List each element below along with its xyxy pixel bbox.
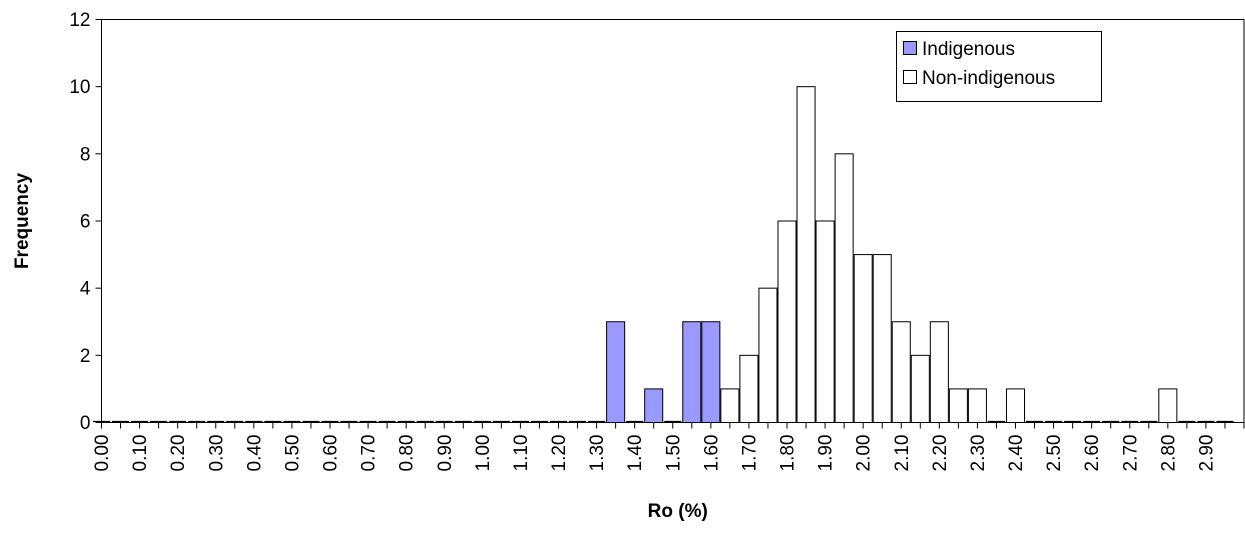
bar-non-indigenous-9 [891,321,911,423]
x-tick-label: 0.80 [397,435,418,472]
x-tick-label: 0.00 [92,435,113,472]
x-tick-label: 2.70 [1120,435,1141,472]
x-tick-label: 1.70 [739,435,760,472]
y-tick-label: 2 [80,346,91,367]
bar-non-indigenous-15 [1158,388,1178,423]
y-tick-label: 6 [80,212,91,233]
legend: Indigenous Non-indigenous [896,31,1102,102]
x-tick-label: 0.30 [206,435,227,472]
bar-non-indigenous-6 [834,153,854,423]
x-tick-label: 2.40 [1006,435,1027,472]
bar-non-indigenous-11 [929,321,949,423]
x-tick-label: 0.50 [282,435,303,472]
x-axis-title: Ro (%) [648,501,708,522]
bars-layer [92,86,1234,424]
x-tick-label: 0.60 [321,435,342,472]
x-tick-label: 1.00 [473,435,494,472]
bar-indigenous-3 [701,321,721,423]
x-tick-label: 2.80 [1158,435,1179,472]
x-tick-label: 0.40 [244,435,265,472]
y-axis-title: Frequency [12,173,33,270]
x-tick-label: 2.60 [1082,435,1103,472]
x-tick-label: 2.10 [892,435,913,472]
bar-indigenous-2 [682,321,702,423]
x-tick-label: 1.50 [663,435,684,472]
bar-non-indigenous-1 [739,354,759,424]
y-tick-label: 12 [69,10,90,31]
y-tick-label: 8 [80,144,91,165]
x-tick-label: 2.50 [1044,435,1065,472]
x-tick-label: 1.90 [816,435,837,472]
x-tick-label: 2.90 [1196,435,1217,472]
bar-non-indigenous-13 [967,388,987,423]
labels-layer: 0 2 4 6 8 10 12 0.00 0.10 0.20 0.30 0.40 0.50 0.60 0.7… [12,10,1217,522]
x-tick-label: 1.60 [701,435,722,472]
x-tick-label: 1.20 [549,435,570,472]
bar-indigenous-0 [606,321,626,423]
bar-non-indigenous-10 [910,354,930,424]
legend-swatch-non-indigenous [903,70,917,84]
x-tick-label: 0.70 [359,435,380,472]
bar-non-indigenous-2 [758,287,778,423]
legend-label-indigenous: Indigenous [922,39,1015,60]
x-tick-label: 1.10 [511,435,532,472]
bar-non-indigenous-4 [796,86,816,424]
bar-non-indigenous-0 [720,388,740,423]
x-tick-label: 1.80 [778,435,799,472]
y-tick-label: 4 [80,279,91,300]
bar-non-indigenous-14 [1005,388,1026,423]
bar-non-indigenous-5 [815,220,835,423]
bar-non-indigenous-3 [777,220,797,423]
legend-swatch-indigenous [903,41,917,55]
x-tick-label: 0.20 [168,435,189,472]
x-tick-label: 2.30 [968,435,989,472]
y-tick-label: 0 [80,413,91,434]
x-tick-label: 0.90 [435,435,456,472]
legend-label-non-indigenous: Non-indigenous [922,68,1055,89]
x-tick-label: 1.30 [587,435,608,472]
legend-box [896,31,1102,102]
bar-non-indigenous-12 [948,388,968,423]
x-tick-label: 2.00 [854,435,875,472]
bar-non-indigenous-8 [872,254,892,423]
y-tick-label: 10 [69,77,90,98]
axes-layer [95,19,1245,429]
bar-indigenous-1 [644,388,664,423]
x-tick-label: 0.10 [130,435,151,472]
x-tick-label: 2.20 [930,435,951,472]
x-tick-label: 1.40 [625,435,646,472]
bar-non-indigenous-7 [853,254,873,423]
